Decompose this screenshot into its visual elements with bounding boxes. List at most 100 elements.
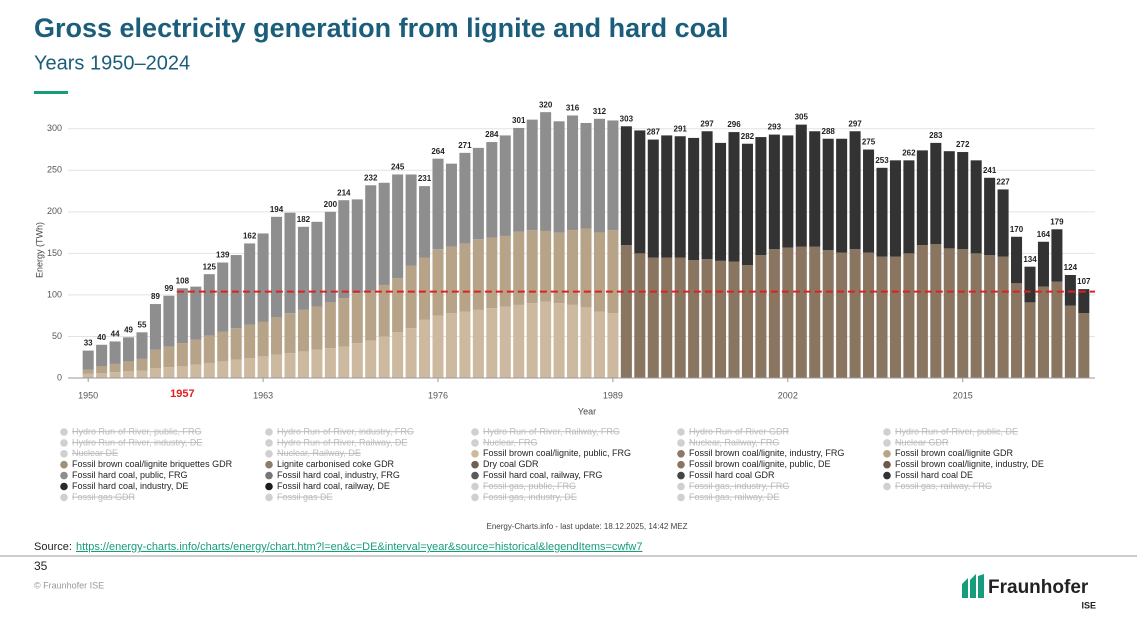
bar-segment	[1078, 289, 1090, 314]
total-label: 316	[566, 104, 580, 113]
bar-segment	[217, 361, 229, 378]
bar-segment	[782, 247, 794, 378]
bar-segment	[244, 324, 256, 359]
total-label: 320	[539, 100, 553, 109]
bar-segment	[486, 142, 498, 238]
legend-label: Hydro Run-of-River, public, DE	[895, 426, 1018, 436]
legend-swatch	[60, 439, 68, 447]
legend-label: Fossil gas, railway, FRG	[895, 481, 992, 491]
bar-segment	[378, 182, 390, 285]
legend-label: Fossil brown coal/lignite, industry, DE	[895, 459, 1044, 469]
bar-segment	[728, 132, 740, 262]
total-label: 162	[243, 232, 257, 241]
bar-segment	[903, 253, 915, 378]
bar-segment	[1037, 241, 1049, 287]
total-label: 287	[647, 128, 661, 137]
legend-swatch	[265, 450, 273, 458]
legend-swatch	[677, 428, 685, 436]
bar-segment	[795, 124, 807, 247]
bar-segment	[244, 243, 256, 325]
bar-segment	[432, 315, 444, 378]
bar-segment	[930, 142, 942, 245]
bar-segment	[203, 335, 215, 364]
title: Gross electricity generation from lignit…	[34, 13, 729, 43]
bar-segment	[405, 265, 417, 329]
total-label: 296	[727, 120, 741, 129]
legend-label: Fossil brown coal/lignite briquettes GDR	[72, 459, 233, 469]
bar-segment	[876, 256, 888, 378]
legend-swatch	[471, 439, 479, 447]
bar-segment	[1051, 229, 1063, 282]
bar-segment	[217, 331, 229, 362]
bar-segment	[324, 302, 336, 349]
total-label: 288	[822, 127, 836, 136]
bar-segment	[567, 304, 579, 378]
bar-segment	[984, 177, 996, 256]
bar-segment	[1024, 302, 1036, 378]
bar-segment	[82, 369, 94, 374]
reference-label: 1957	[170, 388, 194, 400]
bar-segment	[567, 115, 579, 231]
legend-label: Fossil hard coal, railway, FRG	[483, 470, 602, 480]
total-label: 264	[431, 147, 445, 156]
bar-segment	[593, 311, 605, 378]
bar-segment	[338, 298, 350, 347]
bar-segment	[203, 363, 215, 378]
bar-segment	[1024, 266, 1036, 303]
bar-segment	[580, 228, 592, 308]
bar-segment	[351, 293, 363, 344]
bar-segment	[540, 230, 552, 302]
legend-label: Fossil brown coal/lignite, industry, FRG	[689, 448, 844, 458]
legend-label: Fossil brown coal/lignite, public, DE	[689, 459, 831, 469]
bar-segment	[378, 284, 390, 337]
x-tick-label: 1989	[603, 390, 623, 400]
bar-segment	[607, 313, 619, 378]
copyright: © Fraunhofer ISE	[34, 580, 104, 590]
legend-swatch	[265, 471, 273, 480]
bar-segment	[324, 211, 336, 303]
bar-segment	[163, 295, 175, 347]
legend-swatch	[471, 460, 479, 469]
bar-segment	[661, 257, 673, 378]
total-label: 282	[741, 132, 755, 141]
legend-label: Nuclear DE	[72, 448, 118, 458]
bar-segment	[271, 317, 283, 355]
legend-label: Hydro Run-of-River, Railway, DE	[277, 437, 407, 447]
bar-segment	[311, 349, 323, 378]
source-url[interactable]: https://energy-charts.info/charts/energy…	[76, 541, 642, 553]
bar-segment	[392, 278, 404, 333]
source-link[interactable]: https://energy-charts.info/charts/energy…	[76, 541, 642, 553]
bar-segment	[284, 353, 296, 378]
bar-segment	[445, 313, 457, 378]
total-label: 107	[1077, 277, 1091, 286]
total-label: 139	[216, 251, 230, 260]
bar-segment	[513, 231, 525, 305]
legend-label: Dry coal GDR	[483, 459, 539, 469]
bar-segment	[203, 274, 215, 336]
bar-segment	[351, 343, 363, 378]
legend-swatch	[60, 471, 68, 480]
bar-segment	[499, 135, 511, 236]
bar-segment	[970, 160, 982, 254]
legend-swatch	[471, 482, 479, 491]
bar-segment	[930, 244, 942, 378]
bar-segment	[486, 308, 498, 378]
bar-segment	[984, 255, 996, 378]
total-label: 124	[1064, 263, 1078, 272]
logo-sub: ISE	[1081, 600, 1096, 610]
bar-segment	[620, 126, 632, 246]
total-label: 312	[593, 107, 607, 116]
bar-segment	[149, 368, 161, 378]
total-label: 305	[795, 113, 809, 122]
total-label: 272	[956, 140, 970, 149]
bar-segment	[580, 307, 592, 378]
bar-segment	[419, 319, 431, 378]
bar-segment	[607, 230, 619, 314]
y-tick-label: 150	[47, 248, 62, 258]
logo-name: Fraunhofer	[988, 577, 1089, 598]
page-number: 35	[34, 559, 48, 573]
bar-segment	[257, 356, 269, 378]
bar-segment	[432, 249, 444, 316]
bar-segment	[176, 288, 188, 344]
